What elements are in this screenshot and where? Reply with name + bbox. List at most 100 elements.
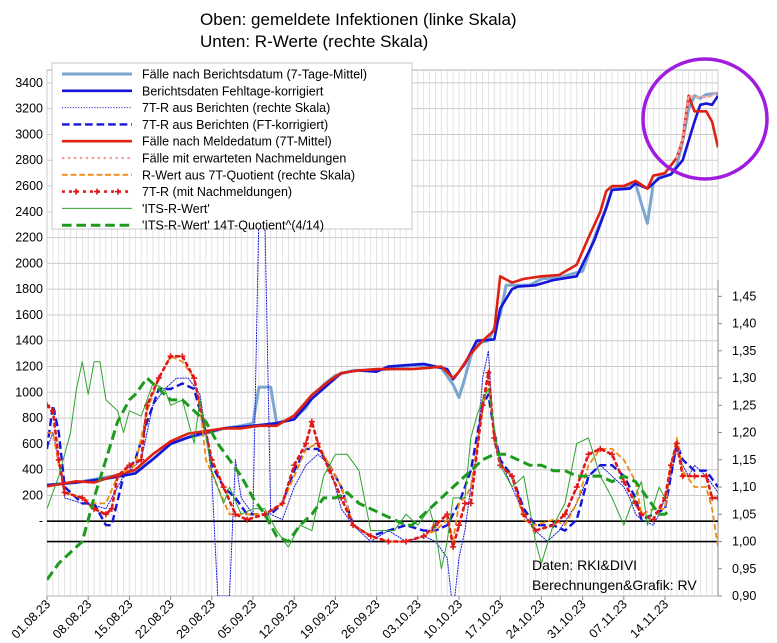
legend-marker	[115, 188, 121, 195]
x-tick-label: 17.10.23	[462, 597, 506, 641]
series-marker	[667, 462, 674, 469]
series-marker	[91, 505, 98, 512]
series-marker	[114, 473, 121, 480]
y-left-tick-label: 400	[22, 463, 43, 477]
y-left-tick-label: 3400	[15, 76, 43, 90]
series-marker	[467, 500, 474, 507]
legend-label: Berichtsdaten Fehltage-korrigiert	[142, 84, 324, 98]
y-left-tick-label: 800	[22, 411, 43, 425]
series-marker	[691, 473, 698, 480]
y-right-tick-label: 1,00	[732, 535, 756, 549]
series-marker	[279, 500, 286, 507]
series-marker	[632, 500, 639, 507]
y-left-tick-label: 1800	[15, 282, 43, 296]
y-left-tick-label: -	[39, 514, 43, 528]
y-left-tick-label: 2400	[15, 205, 43, 219]
series-marker	[520, 511, 527, 518]
y-left-tick-label: 1000	[15, 385, 43, 399]
highlight-ellipse	[641, 57, 769, 181]
source-line-credit: Berechnungen&Grafik: RV	[532, 577, 697, 593]
x-tick-label: 08.08.23	[50, 597, 94, 641]
legend-marker	[73, 188, 79, 195]
series-marker	[108, 505, 115, 512]
y-left-tick-label: 2000	[15, 256, 43, 270]
legend-label: 'ITS-R-Wert' 14T-Quotient^(4/14)	[142, 219, 324, 233]
series-marker	[367, 533, 374, 540]
series-marker	[650, 516, 657, 523]
series-marker	[450, 543, 457, 550]
y-left-tick-label: 2200	[15, 231, 43, 245]
series-marker	[609, 451, 616, 458]
legend-label: R-Wert aus 7T-Quotient (rechte Skala)	[142, 168, 355, 182]
series-marker	[126, 462, 133, 469]
y-right-tick-label: 1,40	[732, 317, 756, 331]
series-marker	[485, 369, 492, 376]
y-right-tick-label: 0,90	[732, 589, 756, 603]
legend-label: Fälle nach Meldedatum (7T-Mittel)	[142, 135, 332, 149]
legend-label: 7T-R aus Berichten (rechte Skala)	[142, 101, 330, 115]
y-left-tick-label: 1200	[15, 360, 43, 374]
series-marker	[620, 478, 627, 485]
x-tick-label: 07.11.23	[586, 597, 630, 641]
series-marker	[308, 418, 315, 425]
y-right-tick-label: 1,30	[732, 371, 756, 385]
series-marker	[561, 511, 568, 518]
y-right-tick-label: 1,15	[732, 453, 756, 467]
series-marker	[432, 522, 439, 529]
y-right-tick-label: 1,25	[732, 398, 756, 412]
x-tick-label: 05.09.23	[215, 597, 259, 641]
series-marker	[191, 375, 198, 382]
y-left-tick-label: 600	[22, 437, 43, 451]
y-left-tick-label: 2800	[15, 153, 43, 167]
series-marker	[138, 456, 145, 463]
series-marker	[679, 473, 686, 480]
source-note: Daten: RKI&DIVI Berechnungen&Grafik: RV	[532, 557, 697, 593]
x-tick-label: 12.09.23	[256, 597, 300, 641]
series-marker	[244, 516, 251, 523]
x-tick-label: 03.10.23	[380, 597, 424, 641]
series-marker	[638, 511, 645, 518]
series-marker	[585, 451, 592, 458]
y-left-tick-label: 3000	[15, 127, 43, 141]
series-line-9	[47, 361, 666, 570]
series-marker	[420, 533, 427, 540]
series-marker	[55, 456, 62, 463]
series-marker	[456, 522, 463, 529]
x-tick-label: 01.08.23	[9, 597, 53, 641]
series-line-8	[47, 354, 718, 549]
series-marker	[102, 511, 109, 518]
series-marker	[291, 462, 298, 469]
series-marker	[220, 484, 227, 491]
y-right-tick-label: 1,05	[732, 507, 756, 521]
y-left-tick-label: 1400	[15, 334, 43, 348]
series-marker	[79, 494, 86, 501]
series-marker	[61, 489, 68, 496]
y-right-tick-label: 1,45	[732, 289, 756, 303]
series-marker	[662, 494, 669, 501]
source-line-data: Daten: RKI&DIVI	[532, 557, 637, 573]
series-marker	[461, 500, 468, 507]
highlight-group	[641, 57, 769, 181]
legend-marker	[94, 188, 100, 195]
x-tick-label: 10.10.23	[421, 597, 465, 641]
y-left-tick-label: 1600	[15, 308, 43, 322]
y-left-tick-label: 200	[22, 488, 43, 502]
x-tick-label: 24.10.23	[503, 597, 547, 641]
series-marker	[167, 353, 174, 360]
y-right-tick-label: 1,20	[732, 426, 756, 440]
series-marker	[709, 494, 716, 501]
series-marker	[573, 484, 580, 491]
series-marker	[508, 473, 515, 480]
series-marker	[232, 511, 239, 518]
series-group	[47, 89, 718, 596]
y-left-tick-label: 3200	[15, 102, 43, 116]
legend-label: 'ITS-R-Wert'	[142, 202, 210, 216]
series-marker	[155, 375, 162, 382]
x-tick-label: 14.11.23	[627, 597, 671, 641]
y-left-tick-label: 2600	[15, 179, 43, 193]
chart-subtitle: Unten: R-Werte (rechte Skala)	[200, 32, 428, 51]
series-marker	[597, 445, 604, 452]
x-tick-label: 15.08.23	[91, 597, 135, 641]
series-marker	[49, 407, 56, 414]
